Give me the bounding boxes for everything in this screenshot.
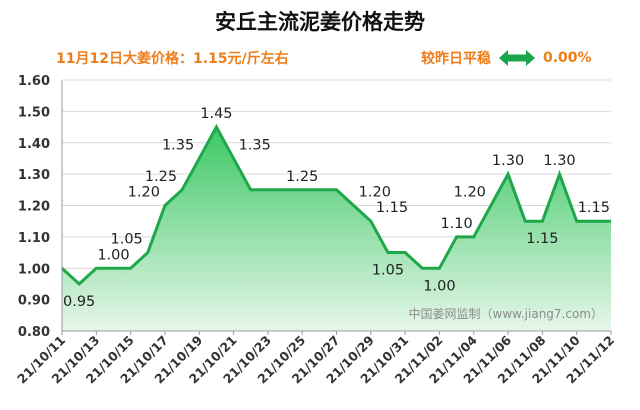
y-tick-label: 1.40 — [18, 137, 50, 152]
data-label: 1.05 — [372, 263, 404, 279]
data-label: 1.30 — [492, 153, 524, 169]
y-tick-label: 1.00 — [18, 262, 50, 277]
watermark-text: 中国姜网监制（www.jiang7.com） — [409, 306, 603, 321]
data-label: 1.00 — [423, 278, 455, 294]
price-area-fill — [62, 127, 611, 331]
compare-value: 0.00% — [543, 50, 592, 66]
data-label: 1.20 — [128, 185, 160, 201]
data-label: 1.05 — [110, 232, 142, 248]
y-tick-label: 1.20 — [18, 200, 50, 215]
y-tick-label: 0.80 — [18, 325, 50, 340]
data-label: 1.15 — [578, 200, 610, 216]
chart-title: 安丘主流泥姜价格走势 — [215, 10, 425, 34]
y-tick-label: 1.10 — [18, 231, 50, 246]
y-tick-label: 1.30 — [18, 168, 50, 183]
data-label: 1.20 — [454, 185, 486, 201]
y-tick-label: 1.50 — [18, 105, 50, 120]
data-label: 1.35 — [162, 137, 194, 153]
data-label: 0.95 — [63, 294, 95, 310]
data-label: 1.45 — [200, 106, 232, 122]
data-label: 1.15 — [526, 231, 558, 247]
data-label: 1.00 — [97, 247, 129, 263]
y-tick-label: 1.60 — [18, 74, 50, 89]
data-label: 1.15 — [376, 200, 408, 216]
data-label: 1.20 — [359, 185, 391, 201]
data-label: 1.30 — [543, 153, 575, 169]
data-label: 1.35 — [239, 137, 271, 153]
compare-indicator: 较昨日平稳 0.00% — [421, 48, 592, 68]
price-series-line — [60, 123, 611, 286]
price-subtitle: 11月12日大姜价格：1.15元/斤左右 — [56, 51, 289, 67]
double-arrow-icon — [499, 50, 535, 66]
compare-label: 较昨日平稳 — [421, 51, 491, 67]
data-label: 1.25 — [145, 169, 177, 185]
y-tick-label: 0.90 — [18, 294, 50, 309]
data-label: 1.10 — [440, 216, 472, 232]
data-label: 1.25 — [286, 169, 318, 185]
